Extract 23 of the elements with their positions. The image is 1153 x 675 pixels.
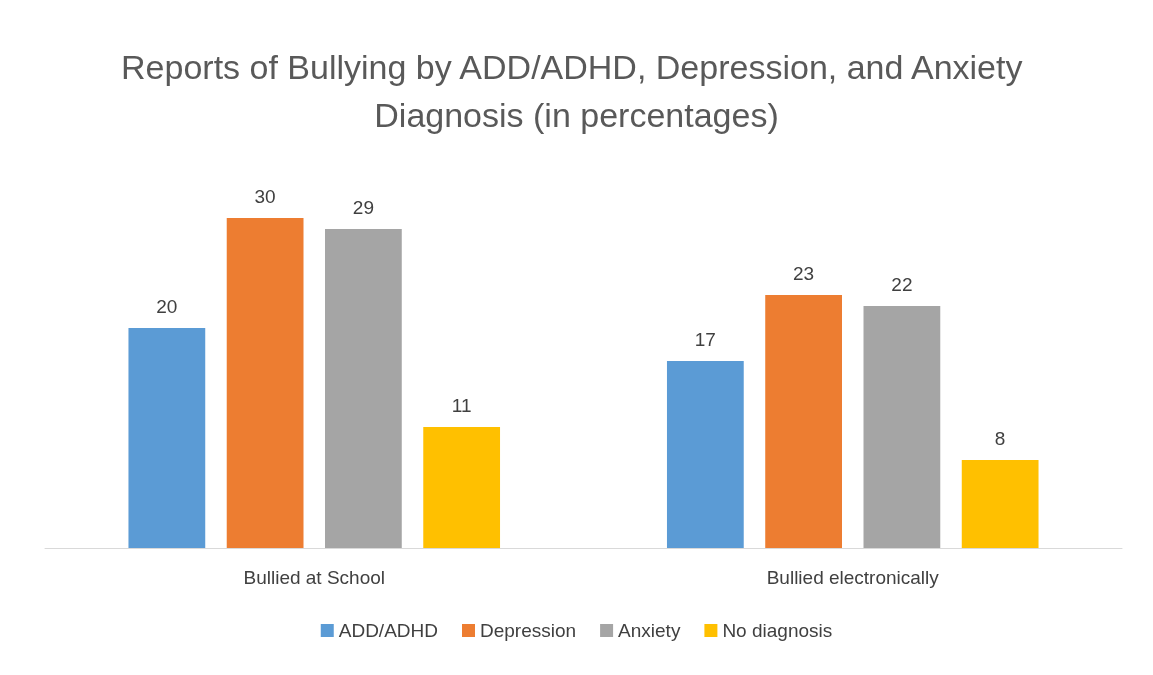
data-label: 29	[352, 197, 374, 218]
x-tick-label: Bullied at School	[243, 567, 386, 588]
data-label: 30	[254, 186, 276, 207]
data-label: 22	[891, 274, 913, 295]
legend-label: Depression	[479, 620, 577, 641]
bar	[128, 328, 206, 548]
legend-label: No diagnosis	[722, 620, 833, 641]
bar	[666, 361, 744, 548]
legend-label: Anxiety	[618, 620, 681, 641]
data-label: 11	[451, 395, 472, 416]
chart-title: Reports of Bullying by ADD/ADHD, Depression, and Anxiety Diagnosis (in percentages)	[121, 48, 1032, 134]
data-label: 8	[994, 428, 1006, 449]
legend-label: ADD/ADHD	[338, 620, 438, 641]
data-label: 23	[793, 263, 815, 284]
bar	[226, 218, 304, 548]
bar	[863, 306, 941, 548]
data-label: 17	[694, 329, 716, 350]
x-tick-label: Bullied electronically	[766, 567, 940, 588]
data-label: 20	[156, 296, 178, 317]
bar	[423, 427, 501, 548]
bar	[765, 295, 842, 548]
bar	[961, 460, 1039, 548]
bar	[325, 229, 402, 548]
